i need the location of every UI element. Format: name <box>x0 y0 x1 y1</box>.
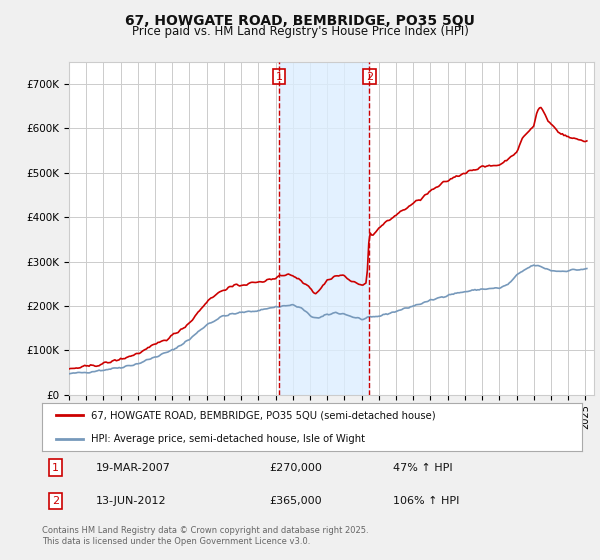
Text: 47% ↑ HPI: 47% ↑ HPI <box>393 463 452 473</box>
Text: 1: 1 <box>275 72 283 82</box>
Text: £365,000: £365,000 <box>269 496 322 506</box>
Text: 67, HOWGATE ROAD, BEMBRIDGE, PO35 5QU (semi-detached house): 67, HOWGATE ROAD, BEMBRIDGE, PO35 5QU (s… <box>91 410 435 420</box>
Text: 2: 2 <box>366 72 373 82</box>
Text: Price paid vs. HM Land Registry's House Price Index (HPI): Price paid vs. HM Land Registry's House … <box>131 25 469 38</box>
Text: 67, HOWGATE ROAD, BEMBRIDGE, PO35 5QU: 67, HOWGATE ROAD, BEMBRIDGE, PO35 5QU <box>125 14 475 28</box>
Text: 1: 1 <box>52 463 59 473</box>
Text: 106% ↑ HPI: 106% ↑ HPI <box>393 496 460 506</box>
Text: 2: 2 <box>52 496 59 506</box>
Bar <box>279 62 370 395</box>
Text: Contains HM Land Registry data © Crown copyright and database right 2025.
This d: Contains HM Land Registry data © Crown c… <box>42 526 368 546</box>
Text: HPI: Average price, semi-detached house, Isle of Wight: HPI: Average price, semi-detached house,… <box>91 434 365 444</box>
Text: 19-MAR-2007: 19-MAR-2007 <box>96 463 171 473</box>
Text: £270,000: £270,000 <box>269 463 322 473</box>
Text: 13-JUN-2012: 13-JUN-2012 <box>96 496 167 506</box>
